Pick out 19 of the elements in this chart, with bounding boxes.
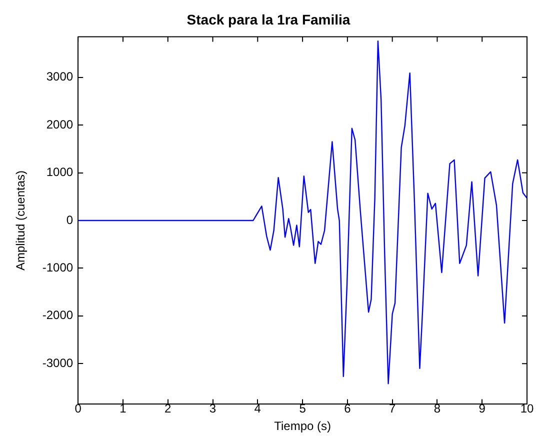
y-tick-label: -1000	[42, 260, 74, 275]
x-tick-label: 3	[209, 402, 216, 416]
y-tick-label: -2000	[42, 308, 74, 322]
x-tick-label: 4	[254, 402, 262, 416]
y-axis-title: Amplitud (cuentas)	[14, 170, 28, 271]
x-axis-title: Tiempo (s)	[274, 419, 331, 434]
y-tick-label: -3000	[42, 356, 74, 370]
x-tick-label: 8	[434, 402, 441, 416]
chart-title: Stack para la 1ra Familia	[186, 11, 350, 28]
x-tick-label: 10	[520, 402, 534, 416]
x-tick-label: 1	[120, 402, 127, 416]
x-tick-label: 7	[388, 402, 396, 416]
y-tick-label: 1000	[46, 165, 74, 180]
x-tick-label: 9	[478, 402, 486, 416]
y-tick-label: 3000	[46, 70, 74, 84]
x-tick-label: 6	[344, 402, 352, 416]
y-tick-label: 0	[66, 212, 74, 227]
x-tick-label: 5	[299, 402, 306, 416]
y-tick-label: 2000	[46, 117, 74, 132]
